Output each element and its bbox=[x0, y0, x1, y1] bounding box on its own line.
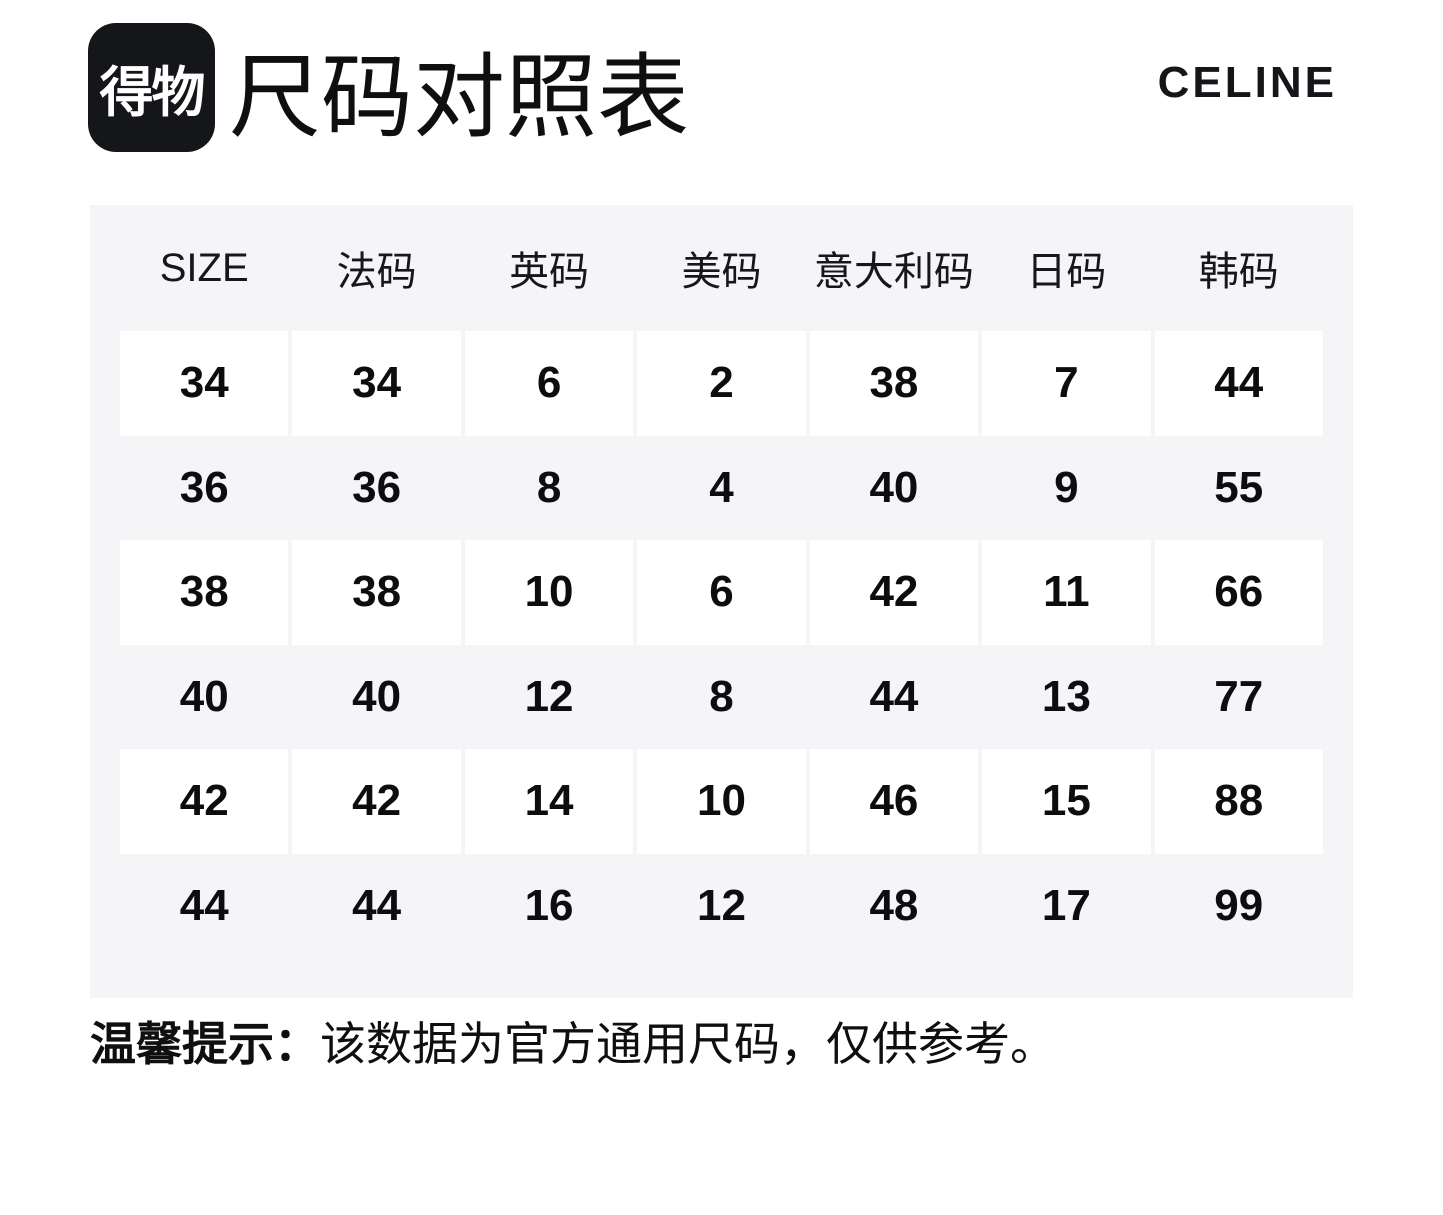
size-cell: 17 bbox=[1041, 880, 1091, 930]
size-cell: 40 bbox=[869, 462, 919, 512]
table-row: 36 36 8 4 40 9 55 bbox=[120, 436, 1323, 541]
size-cell: 14 bbox=[464, 749, 634, 854]
size-cell: 10 bbox=[464, 540, 634, 645]
size-cell: 15 bbox=[982, 749, 1151, 854]
disclaimer-note: 温馨提示：该数据为官方通用尺码，仅供参考。 bbox=[90, 1014, 1056, 1074]
size-cell: 44 bbox=[869, 671, 919, 721]
size-cell: 16 bbox=[524, 880, 574, 930]
page-title: 尺码对照表 bbox=[229, 47, 690, 149]
size-cell: 48 bbox=[869, 880, 919, 930]
table-row: 44 44 16 12 48 17 99 bbox=[120, 854, 1323, 959]
size-cell: 36 bbox=[179, 462, 229, 512]
size-cell: 77 bbox=[1214, 671, 1264, 721]
size-cell: 8 bbox=[709, 671, 734, 721]
size-cell: 99 bbox=[1214, 880, 1264, 930]
table-row: 34 34 6 2 38 7 44 bbox=[120, 331, 1323, 436]
size-cell: 38 bbox=[292, 540, 461, 645]
size-cell: 13 bbox=[1041, 671, 1091, 721]
column-header: 英码 bbox=[509, 250, 590, 294]
size-cell: 11 bbox=[982, 540, 1151, 645]
size-cell: 44 bbox=[352, 880, 402, 930]
size-cell: 2 bbox=[637, 331, 806, 436]
column-header: 意大利码 bbox=[813, 250, 974, 294]
size-cell: 44 bbox=[1154, 331, 1323, 436]
size-cell: 8 bbox=[536, 462, 562, 512]
size-cell: 40 bbox=[179, 671, 229, 721]
column-header: 法码 bbox=[336, 250, 417, 294]
size-cell: 42 bbox=[292, 749, 461, 854]
size-chart-header-row: SIZE 法码 英码 美码 意大利码 日码 韩码 bbox=[120, 205, 1323, 331]
table-row: 42 42 14 10 46 15 88 bbox=[120, 749, 1323, 854]
brand-logo: CELINE bbox=[1157, 58, 1337, 107]
size-cell: 38 bbox=[120, 540, 289, 645]
size-chart-card: SIZE 法码 英码 美码 意大利码 日码 韩码 34 34 6 2 38 7 44 36 36 8 4 40 9 5… bbox=[90, 205, 1353, 998]
size-cell: 7 bbox=[982, 331, 1151, 436]
size-cell: 6 bbox=[637, 540, 806, 645]
dewu-logo-text: 得物 bbox=[99, 63, 206, 123]
table-row: 40 40 12 8 44 13 77 bbox=[120, 645, 1323, 750]
size-cell: 34 bbox=[292, 331, 461, 436]
size-cell: 46 bbox=[809, 749, 979, 854]
size-cell: 34 bbox=[120, 331, 289, 436]
size-cell: 44 bbox=[179, 880, 229, 930]
size-cell: 4 bbox=[709, 462, 734, 512]
size-cell: 38 bbox=[809, 331, 979, 436]
disclaimer-text: 该数据为官方通用尺码，仅供参考。 bbox=[320, 1018, 1056, 1070]
disclaimer-label: 温馨提示： bbox=[90, 1018, 320, 1070]
column-header: 美码 bbox=[681, 250, 762, 294]
size-cell: 42 bbox=[120, 749, 289, 854]
size-cell: 40 bbox=[352, 671, 402, 721]
size-cell: 36 bbox=[352, 462, 402, 512]
size-chart-body: 34 34 6 2 38 7 44 36 36 8 4 40 9 55 38 38 10 6 42 11 66 40 40 1… bbox=[120, 331, 1323, 958]
size-cell: 6 bbox=[464, 331, 634, 436]
size-cell: 9 bbox=[1054, 462, 1079, 512]
column-header: 韩码 bbox=[1198, 250, 1279, 294]
dewu-logo: 得物 bbox=[88, 23, 215, 152]
size-cell: 10 bbox=[637, 749, 806, 854]
size-cell: 55 bbox=[1214, 462, 1264, 512]
size-cell: 88 bbox=[1154, 749, 1323, 854]
size-cell: 12 bbox=[524, 671, 574, 721]
column-header: SIZE bbox=[159, 245, 249, 290]
size-cell: 42 bbox=[809, 540, 979, 645]
column-header: 日码 bbox=[1026, 250, 1107, 294]
size-cell: 66 bbox=[1154, 540, 1323, 645]
table-row: 38 38 10 6 42 11 66 bbox=[120, 540, 1323, 645]
size-cell: 12 bbox=[697, 880, 746, 930]
